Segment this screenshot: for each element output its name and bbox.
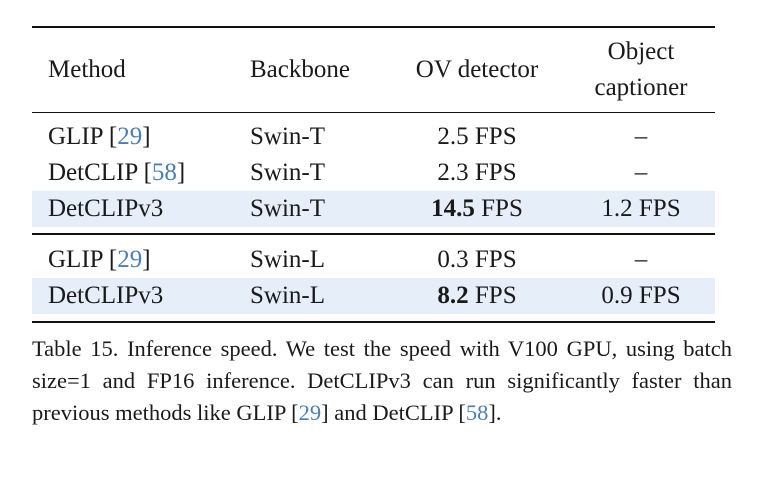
citation[interactable]: [58] (143, 159, 186, 186)
method-cell: DetCLIPv3 (48, 191, 163, 227)
method: GLIP (48, 123, 103, 150)
header-cell: Object captioner (594, 38, 688, 101)
backbone-cell: Swin-L (250, 282, 325, 309)
captioner-cell: 0.9 FPS (601, 282, 681, 309)
ov-detector-cell: 14.5 FPS (431, 195, 523, 222)
citation[interactable]: [29] (108, 246, 151, 273)
captioner-cell: – (634, 246, 648, 273)
row-highlight (32, 278, 715, 314)
method: GLIP (48, 246, 103, 273)
method-cell: GLIP [29] (48, 119, 151, 155)
method: DetCLIP (48, 159, 138, 186)
top-rule (32, 26, 715, 28)
header-cell: Backbone (250, 56, 350, 83)
method-cell: GLIP [29] (48, 242, 151, 278)
citation[interactable]: [29] (108, 123, 151, 150)
ov-detector-cell: 8.2 FPS (437, 282, 517, 309)
method: DetCLIPv3 (48, 282, 164, 309)
method-cell: DetCLIPv3 (48, 278, 163, 314)
backbone-cell: Swin-T (250, 195, 325, 222)
captioner-cell: – (634, 123, 648, 150)
backbone-cell: Swin-T (250, 123, 325, 150)
ov-detector-cell: 2.5 FPS (437, 123, 517, 150)
backbone-cell: Swin-T (250, 159, 325, 186)
bottom-rule (32, 321, 715, 323)
backbone-cell: Swin-L (250, 246, 325, 273)
header-cell: Method (48, 56, 126, 83)
caption: Table 15. Inference speed. We test the s… (32, 336, 732, 425)
ov-detector-cell: 2.3 FPS (437, 159, 517, 186)
method: DetCLIPv3 (48, 195, 164, 222)
captioner-cell: – (634, 159, 648, 186)
ov-detector-cell: 0.3 FPS (437, 246, 517, 273)
group-rule (32, 233, 715, 235)
row-highlight (32, 191, 715, 227)
header-cell: OV detector (415, 56, 539, 83)
captioner-cell: 1.2 FPS (601, 195, 681, 222)
header-rule (32, 112, 715, 113)
method-cell: DetCLIP [58] (48, 155, 185, 191)
